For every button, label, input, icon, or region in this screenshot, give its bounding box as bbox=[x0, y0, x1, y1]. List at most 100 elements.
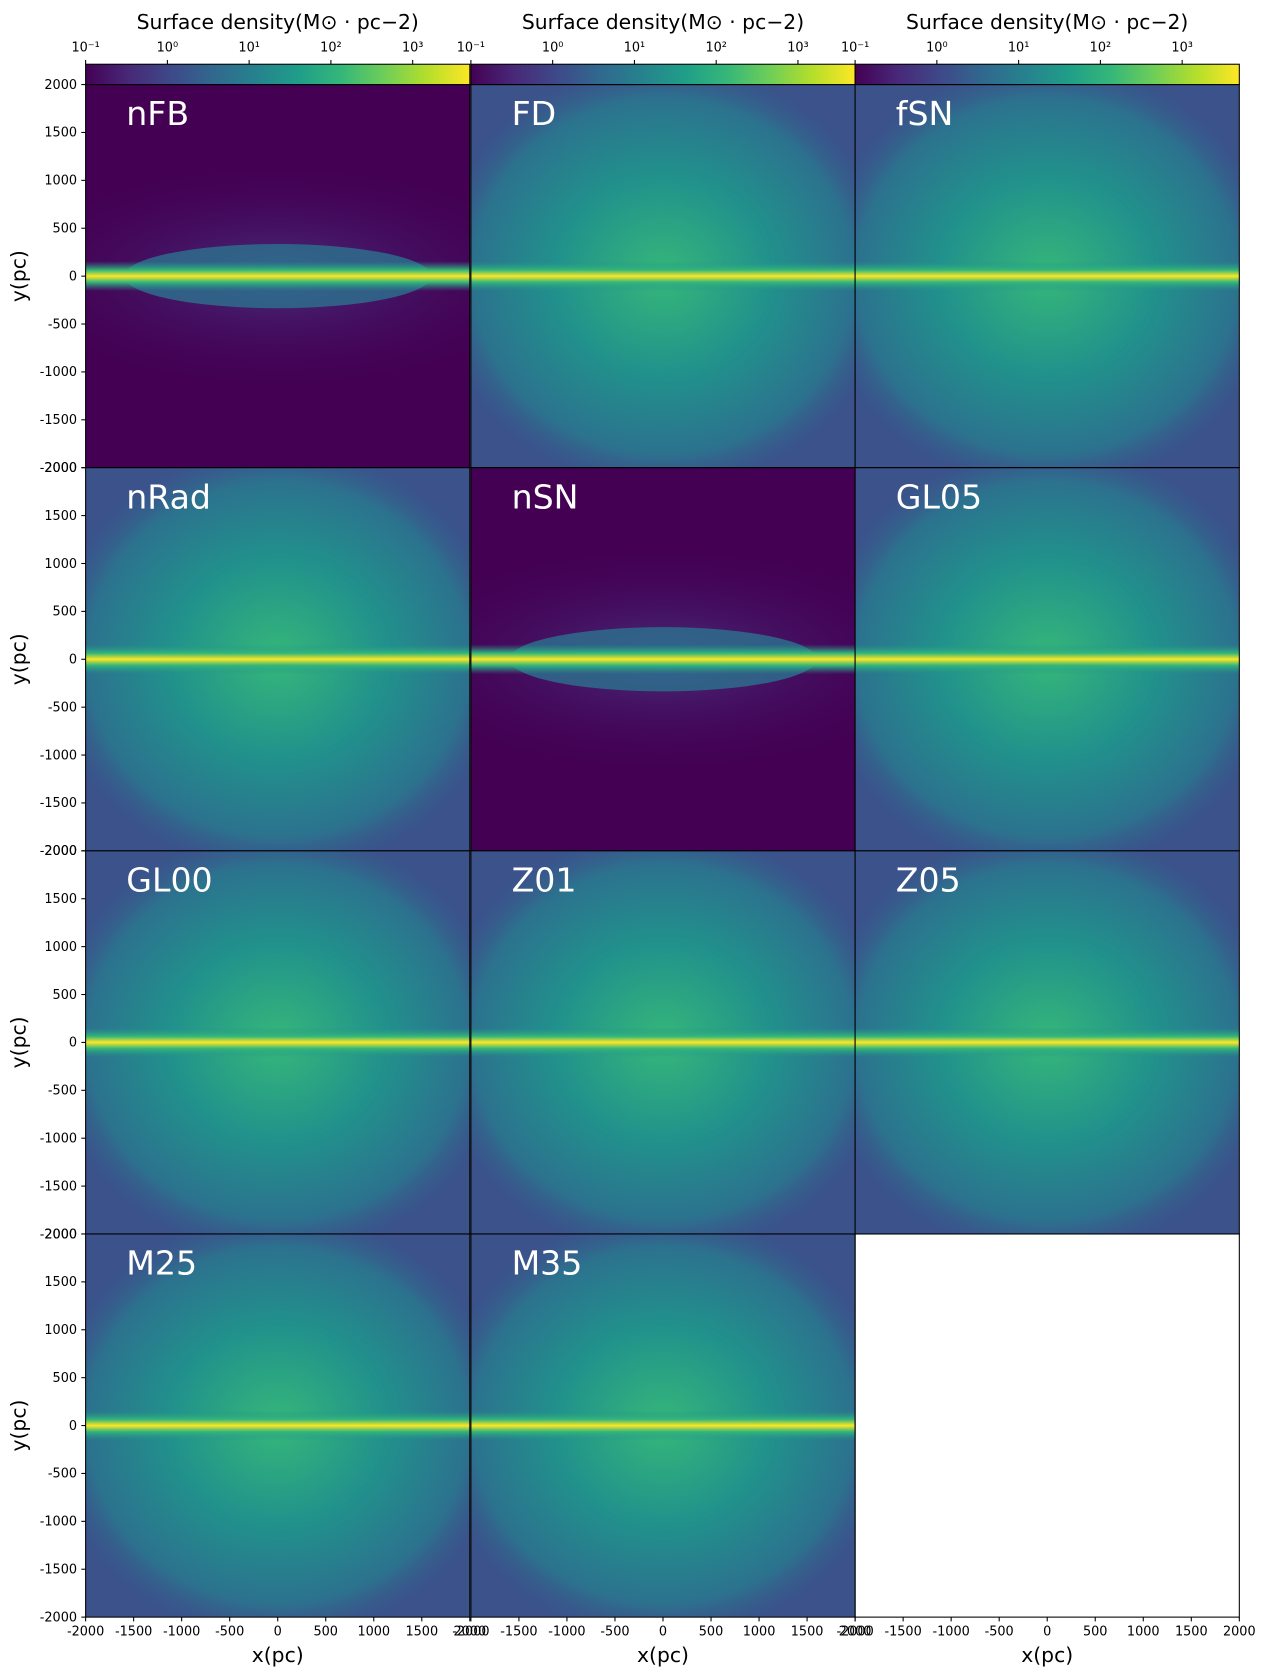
map-disk bbox=[85, 1410, 470, 1441]
colorbar-tick-label: 10² bbox=[320, 40, 341, 55]
y-tick-label: 0 bbox=[69, 653, 77, 668]
map-disk bbox=[855, 261, 1240, 292]
x-tick-label: -1000 bbox=[163, 1624, 200, 1639]
density-map bbox=[470, 1233, 856, 1618]
x-tick-label: -1500 bbox=[115, 1624, 152, 1639]
x-tick-label: -1000 bbox=[548, 1624, 585, 1639]
x-tick-label: 2000 bbox=[839, 1624, 872, 1639]
density-map bbox=[470, 850, 856, 1234]
colorbar-tick-label: 10² bbox=[1090, 40, 1111, 55]
colorbar-tick-label: 10⁻¹ bbox=[841, 40, 869, 55]
y-tick-label: -1000 bbox=[40, 1515, 77, 1530]
x-axis-label: x(pc) bbox=[1021, 1643, 1073, 1667]
x-tick-label: 0 bbox=[274, 1624, 282, 1639]
colorbar-tick-label: 10¹ bbox=[1008, 40, 1029, 55]
y-tick-label: -1000 bbox=[40, 748, 77, 763]
x-tick-label: -500 bbox=[985, 1624, 1014, 1639]
y-axis-label: y(pc) bbox=[7, 250, 31, 302]
map-disk bbox=[855, 644, 1240, 675]
x-tick-label: -2000 bbox=[452, 1624, 489, 1639]
y-axis-label: y(pc) bbox=[7, 1016, 31, 1068]
y-tick-label: -1000 bbox=[40, 365, 77, 380]
y-axis-label: y(pc) bbox=[7, 1400, 31, 1452]
y-tick-label: -500 bbox=[48, 317, 77, 332]
x-tick-label: -2000 bbox=[67, 1624, 104, 1639]
density-map bbox=[855, 467, 1240, 851]
colorbar-tick-label: 10⁰ bbox=[926, 40, 947, 55]
x-tick-label: 500 bbox=[699, 1624, 724, 1639]
panel: nSN bbox=[470, 467, 856, 852]
x-tick-label: -500 bbox=[600, 1624, 629, 1639]
panel-label: fSN bbox=[896, 94, 954, 133]
x-tick-label: -1500 bbox=[884, 1624, 921, 1639]
y-tick-label: 2000 bbox=[44, 461, 77, 476]
y-tick-label: 1500 bbox=[44, 126, 77, 141]
x-tick-label: 1500 bbox=[791, 1624, 824, 1639]
colorbar-tick-label: 10⁻¹ bbox=[457, 40, 485, 55]
panel-label: M35 bbox=[512, 1244, 583, 1283]
x-tick-label: 1500 bbox=[1175, 1624, 1208, 1639]
density-map bbox=[855, 84, 1240, 468]
map-disk bbox=[470, 644, 856, 675]
panel: M35 bbox=[470, 1233, 856, 1618]
y-tick-label: 1500 bbox=[44, 1275, 77, 1290]
y-tick-label: 500 bbox=[53, 1371, 78, 1386]
panel: GL00 bbox=[85, 850, 471, 1235]
y-tick-label: 1000 bbox=[44, 1323, 77, 1338]
map-disk bbox=[855, 1027, 1240, 1058]
colorbar-tick-label: 10² bbox=[705, 40, 726, 55]
density-map bbox=[85, 1233, 470, 1618]
panel: Z01 bbox=[470, 850, 856, 1235]
y-tick-label: -2000 bbox=[40, 1610, 77, 1625]
y-tick-label: 1000 bbox=[44, 174, 77, 189]
y-tick-label: 2000 bbox=[44, 78, 77, 93]
x-tick-label: -500 bbox=[215, 1624, 244, 1639]
density-map bbox=[470, 84, 856, 468]
y-tick-label: 1500 bbox=[44, 892, 77, 907]
y-tick-label: -1500 bbox=[40, 1179, 77, 1194]
x-tick-label: 1000 bbox=[357, 1624, 390, 1639]
colorbar-tick-label: 10¹ bbox=[238, 40, 259, 55]
panel: fSN bbox=[854, 84, 1240, 469]
colorbar-tick-label: 10¹ bbox=[624, 40, 645, 55]
x-tick-label: 0 bbox=[1043, 1624, 1051, 1639]
map-disk bbox=[85, 261, 470, 292]
colorbar-tick-label: 10³ bbox=[402, 40, 423, 55]
y-tick-label: -1500 bbox=[40, 413, 77, 428]
y-tick-label: -500 bbox=[48, 1084, 77, 1099]
y-tick-label: -2000 bbox=[40, 844, 77, 859]
x-tick-label: 1500 bbox=[405, 1624, 438, 1639]
map-disk bbox=[470, 1410, 856, 1441]
map-disk bbox=[470, 261, 856, 292]
y-tick-label: 2000 bbox=[44, 844, 77, 859]
x-tick-label: 2000 bbox=[1223, 1624, 1256, 1639]
y-tick-label: -2000 bbox=[40, 461, 77, 476]
y-tick-label: -1000 bbox=[40, 1131, 77, 1146]
x-tick-label: -1000 bbox=[933, 1624, 970, 1639]
x-tick-label: 2000 bbox=[453, 1624, 486, 1639]
y-tick-label: 0 bbox=[69, 1036, 77, 1051]
empty-axes-frame bbox=[854, 1233, 1240, 1618]
panel-label: M25 bbox=[126, 1244, 197, 1283]
map-disk bbox=[470, 1027, 856, 1058]
y-tick-label: 0 bbox=[69, 269, 77, 284]
x-tick-label: 0 bbox=[659, 1624, 667, 1639]
y-tick-label: 1000 bbox=[44, 557, 77, 572]
x-tick-label: 1000 bbox=[1127, 1624, 1160, 1639]
panel-label: GL00 bbox=[126, 861, 212, 900]
panel: Z05 bbox=[854, 850, 1240, 1235]
colorbar-tick-label: 10⁻¹ bbox=[71, 40, 99, 55]
density-map bbox=[85, 850, 470, 1234]
y-tick-label: 2000 bbox=[44, 1227, 77, 1242]
colorbar-tick-label: 10³ bbox=[787, 40, 808, 55]
colorbar bbox=[470, 63, 856, 86]
panel-label: GL05 bbox=[896, 477, 982, 516]
y-tick-label: -500 bbox=[48, 700, 77, 715]
x-tick-label: -2000 bbox=[836, 1624, 873, 1639]
y-tick-label: -500 bbox=[48, 1467, 77, 1482]
panel: nRad bbox=[85, 467, 471, 852]
y-tick-label: 0 bbox=[69, 1419, 77, 1434]
panel-label: FD bbox=[512, 94, 557, 133]
x-axis-label: x(pc) bbox=[252, 1643, 304, 1667]
